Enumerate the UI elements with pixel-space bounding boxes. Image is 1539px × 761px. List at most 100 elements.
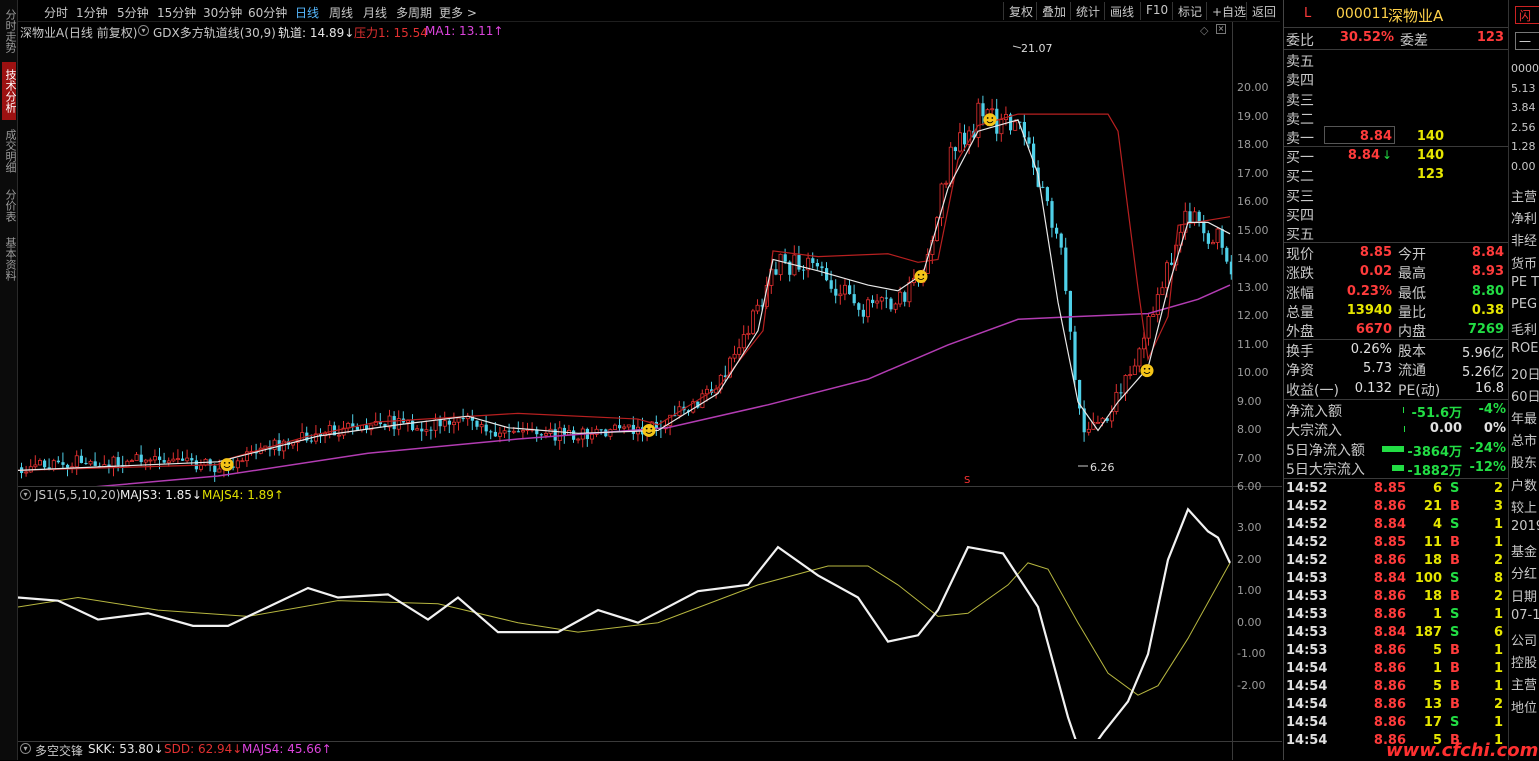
tick-row[interactable]: 14:53 8.86 1 S 1 (1284, 607, 1508, 625)
tick-t: 14:52 (1286, 499, 1328, 514)
candle-body (1027, 137, 1031, 144)
back-button[interactable]: 返回 (1246, 2, 1281, 20)
kline-chart[interactable]: 21.07 6.26 S (18, 40, 1232, 486)
draw-button[interactable]: 画线 (1104, 2, 1139, 20)
weibi-value: 30.52% (1339, 30, 1394, 45)
candle-body (1215, 228, 1220, 243)
candle-body (1096, 421, 1101, 424)
f10-item: 0000 (1511, 62, 1539, 75)
candle-body (405, 420, 410, 423)
candle-body (613, 424, 618, 430)
track-value: 轨道: 14.89↓ (278, 26, 355, 40)
period-tab-15min[interactable]: 15分钟 (157, 6, 197, 20)
candle-body (415, 428, 420, 431)
candle-body (723, 375, 727, 378)
candle-body (231, 466, 235, 468)
tick-p: 8.86 (1373, 607, 1406, 622)
candle-body (166, 460, 171, 464)
candle-body (429, 429, 433, 431)
candle-body (1055, 227, 1059, 234)
tick-row[interactable]: 14:52 8.85 11 B 1 (1284, 535, 1508, 553)
indicator-menu-icon[interactable]: ▾ (138, 25, 149, 36)
period-tab-30min[interactable]: 30分钟 (203, 6, 243, 20)
stat-value: 8.85 (1359, 245, 1392, 260)
candle-body (244, 451, 249, 462)
select-button[interactable]: 一 (1515, 32, 1539, 50)
candle-body (608, 429, 613, 437)
overlay-button[interactable]: 叠加 (1036, 2, 1071, 20)
candle-body (1064, 247, 1068, 291)
candle-body (158, 456, 162, 461)
stats-button[interactable]: 统计 (1070, 2, 1105, 20)
tick-n: 2 (1494, 697, 1504, 712)
js1-tick: 1.00 (1237, 584, 1262, 598)
js1-tick: 2.00 (1237, 552, 1262, 566)
low-marker: 6.26 (1078, 461, 1115, 474)
period-tab-monthly[interactable]: 月线 (363, 6, 388, 20)
side-tab-fundamentals[interactable]: 基本资料 (4, 237, 17, 281)
candle-body (93, 461, 97, 466)
period-tab-5min[interactable]: 5分钟 (117, 6, 149, 20)
tick-n: 1 (1494, 661, 1504, 676)
side-tab-trades[interactable]: 成交明细 (4, 129, 17, 173)
tick-row[interactable]: 14:54 8.86 17 S 1 (1284, 715, 1508, 733)
f10-item: 非经 (1511, 234, 1538, 250)
f10-item: 地位 (1511, 700, 1538, 716)
candle-body (392, 416, 396, 430)
js1-chart[interactable] (18, 503, 1232, 739)
tick-v: 6 (1432, 481, 1442, 496)
side-tab-technical[interactable]: 技术分析 (2, 62, 17, 120)
f10-button[interactable]: F10 (1140, 2, 1173, 20)
sub1-legend: ▾ JS1(5,5,10,20) MAJS3: 1.85↓ MAJS4: 1.8… (20, 488, 620, 504)
tick-row[interactable]: 14:52 8.84 4 S 1 (1284, 517, 1508, 535)
candle-body (825, 268, 829, 281)
candle-body (755, 304, 760, 312)
side-tab-intraday[interactable]: 分时走势 (4, 9, 17, 53)
buy-signals (220, 113, 1154, 472)
tick-row[interactable]: 14:54 8.86 13 B 2 (1284, 697, 1508, 715)
tick-row[interactable]: 14:54 8.86 5 B 1 (1284, 733, 1508, 751)
sub1-menu-icon[interactable]: ▾ (20, 489, 31, 500)
tick-v: 1 (1432, 661, 1442, 676)
flow-pct: -12% (1469, 459, 1506, 475)
mark-button[interactable]: 标记 (1172, 2, 1207, 20)
tick-row[interactable]: 14:53 8.86 18 B 2 (1284, 589, 1508, 607)
ask-label: 卖三 (1286, 92, 1314, 109)
candle-body (447, 420, 451, 425)
f10-item: 0.00 (1511, 159, 1536, 173)
period-tab-1min[interactable]: 1分钟 (76, 6, 108, 20)
stock-name: 深物业A (1388, 7, 1444, 25)
candle-body (502, 430, 507, 434)
js1-tick: 0.00 (1237, 615, 1262, 629)
tick-row[interactable]: 14:54 8.86 1 B 1 (1284, 661, 1508, 679)
tick-row[interactable]: 14:53 8.84 100 S 8 (1284, 571, 1508, 589)
tick-row[interactable]: 14:53 8.86 5 B 1 (1284, 643, 1508, 661)
period-tab-more[interactable]: 更多 > (439, 6, 477, 20)
tick-row[interactable]: 14:53 8.84 187 S 6 (1284, 625, 1508, 643)
period-tab-weekly[interactable]: 周线 (329, 6, 354, 20)
period-tab-intraday[interactable]: 分时 (44, 6, 69, 20)
add-watchlist-button[interactable]: +自选 (1206, 2, 1251, 20)
flash-button[interactable]: 闪 (1515, 6, 1539, 24)
period-tab-daily[interactable]: 日线 (295, 6, 320, 20)
tick-row[interactable]: 14:52 8.85 6 S 2 (1284, 481, 1508, 499)
candle-body (461, 418, 465, 420)
tick-row[interactable]: 14:54 8.86 5 B 1 (1284, 679, 1508, 697)
sub2-menu-icon[interactable]: ▾ (20, 743, 31, 754)
indicator-name: GDX多方轨道线(30,9) (153, 26, 276, 40)
adjust-button[interactable]: 复权 (1003, 2, 1038, 20)
candle-body (143, 459, 148, 463)
stat-value: 0.02 (1359, 264, 1392, 280)
candle-body (594, 428, 599, 435)
flow-bar (1404, 426, 1405, 433)
close-indicator-icon[interactable]: × (1216, 24, 1226, 34)
period-tab-multi[interactable]: 多周期 (396, 6, 433, 20)
side-tab-price-table[interactable]: 分价表 (4, 188, 17, 222)
tick-row[interactable]: 14:52 8.86 18 B 2 (1284, 553, 1508, 571)
diamond-icon[interactable]: ◇ (1200, 24, 1209, 37)
period-tab-60min[interactable]: 60分钟 (248, 6, 288, 20)
candle-body (815, 263, 819, 267)
stock-code: 000011 (1336, 6, 1390, 22)
f10-item: 日期 (1511, 589, 1538, 605)
tick-row[interactable]: 14:52 8.86 21 B 3 (1284, 499, 1508, 517)
